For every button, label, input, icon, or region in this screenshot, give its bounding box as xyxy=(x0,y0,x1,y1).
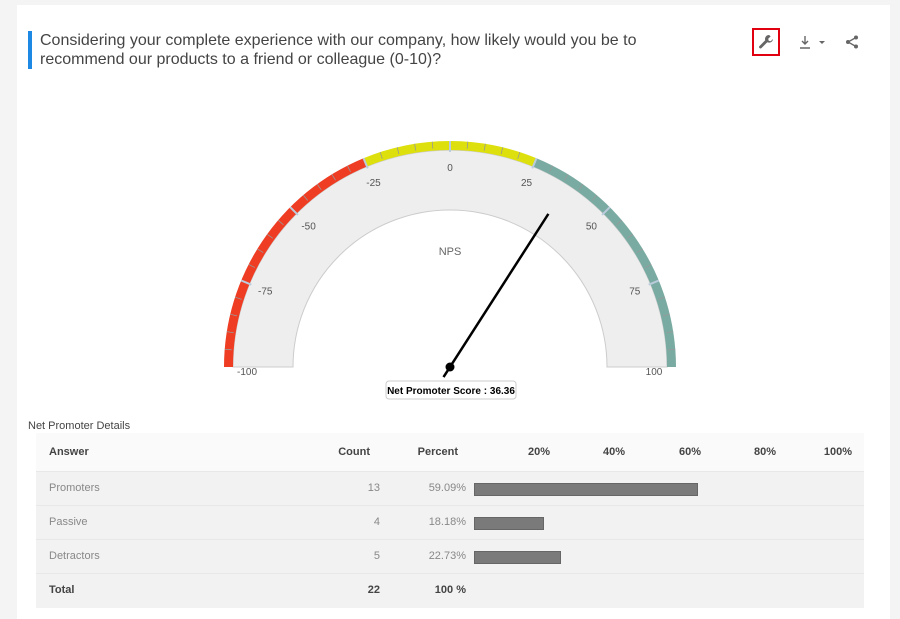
table-header: Answer Count Percent 20% 40% 60% 80% 100… xyxy=(36,433,864,472)
total-percent: 100 % xyxy=(434,584,466,596)
count-cell: 5 xyxy=(373,550,380,562)
gauge-tick xyxy=(234,296,242,300)
gauge-tick xyxy=(316,183,322,191)
gauge-tick xyxy=(331,174,336,181)
gauge-tick xyxy=(248,264,256,268)
percent-bar xyxy=(474,517,545,530)
value-tooltip: Net Promoter Score : 36.36 xyxy=(387,386,515,397)
gauge-tick xyxy=(240,279,252,286)
gauge-tick xyxy=(616,219,623,226)
scale-100: 100% xyxy=(823,446,853,458)
gauge-tick xyxy=(347,165,351,173)
gauge-tick-label: -100 xyxy=(237,367,257,378)
gauge-tick xyxy=(500,147,504,155)
total-label: Total xyxy=(49,584,75,596)
gauge-tick xyxy=(626,233,634,239)
settings-button[interactable] xyxy=(752,28,780,56)
scale-20: 20% xyxy=(527,446,551,458)
gauge-face xyxy=(232,149,668,368)
gauge-tick xyxy=(266,233,274,239)
details-title: Net Promoter Details xyxy=(28,420,131,432)
gauge-band xyxy=(533,158,676,367)
header-answer: Answer xyxy=(49,446,89,458)
gauge-band xyxy=(224,158,367,367)
percent-cell: 18.18% xyxy=(428,516,466,528)
count-cell: 4 xyxy=(373,516,380,528)
gauge-tick-label: 100 xyxy=(646,367,663,378)
gauge-tick xyxy=(224,348,232,351)
gauge-tick xyxy=(549,165,553,173)
gauge-tick xyxy=(289,206,299,216)
needle-pivot xyxy=(445,362,455,372)
gauge-tick xyxy=(466,141,469,149)
gauge-tick xyxy=(591,194,598,201)
gauge-tick-label: 75 xyxy=(629,286,641,297)
gauge-tick xyxy=(302,194,309,201)
total-row: Total 22 100 % xyxy=(36,574,864,608)
gauge-tick-label: -75 xyxy=(258,286,273,297)
download-icon xyxy=(800,36,825,49)
gauge-tick-label: 0 xyxy=(447,163,453,174)
header-count: Count xyxy=(338,446,370,458)
wrench-icon xyxy=(759,35,773,49)
gauge-tick-label: -50 xyxy=(301,222,316,233)
gauge-tick xyxy=(578,183,584,191)
gauge-tick xyxy=(601,206,611,216)
count-cell: 13 xyxy=(367,482,380,494)
gauge-tick xyxy=(414,143,417,151)
gauge-tick xyxy=(379,151,383,159)
gauge-tick xyxy=(668,348,676,351)
percent-cell: 59.09% xyxy=(428,482,466,494)
gauge-tick xyxy=(531,157,538,169)
answer-cell: Passive xyxy=(49,516,88,528)
gauge-tick xyxy=(431,141,434,149)
gauge-tick xyxy=(644,264,652,268)
gauge-tick xyxy=(483,143,486,151)
details-table: Answer Count Percent 20% 40% 60% 80% 100… xyxy=(36,433,864,608)
gauge-tick xyxy=(226,331,234,334)
percent-bar xyxy=(474,551,562,564)
percent-cell: 22.73% xyxy=(428,550,466,562)
gauge-band xyxy=(363,141,537,167)
nps-gauge: -100 -75 -50 -25 0 25 50 75 100 NPS Net Promoter… xyxy=(224,141,676,400)
gauge-tick xyxy=(636,248,643,253)
gauge-tick xyxy=(396,147,400,155)
gauge-needle xyxy=(442,213,550,378)
gauge-tick xyxy=(277,219,284,226)
table-row: Passive 4 18.18% xyxy=(36,506,864,540)
table-row: Detractors 5 22.73% xyxy=(36,540,864,574)
gauge-tick xyxy=(666,331,674,334)
scale-60: 60% xyxy=(678,446,702,458)
download-button[interactable] xyxy=(796,28,828,56)
total-count: 22 xyxy=(367,584,380,596)
gauge-tick xyxy=(230,313,238,317)
gauge-tick xyxy=(648,279,660,286)
answer-cell: Promoters xyxy=(49,482,100,494)
gauge-tick-label: 50 xyxy=(586,222,598,233)
gauge-tick xyxy=(517,151,521,159)
share-icon xyxy=(846,35,858,49)
gauge-tick xyxy=(662,313,670,317)
gauge-tick xyxy=(564,174,569,181)
value-tooltip-box xyxy=(385,380,517,400)
question-title: Considering your complete experience wit… xyxy=(28,31,720,69)
gauge-tick xyxy=(658,296,666,300)
gauge-title: NPS xyxy=(439,246,462,258)
gauge-tick xyxy=(257,248,264,253)
gauge-tick xyxy=(362,157,369,169)
answer-cell: Detractors xyxy=(49,550,100,562)
percent-bar xyxy=(474,483,699,496)
gauge-tick-label: 25 xyxy=(521,178,533,189)
scale-80: 80% xyxy=(753,446,777,458)
table-row: Promoters 13 59.09% xyxy=(36,472,864,506)
share-button[interactable] xyxy=(842,28,862,56)
header-percent: Percent xyxy=(417,446,458,458)
gauge-tick-label: -25 xyxy=(366,178,381,189)
scale-40: 40% xyxy=(602,446,626,458)
